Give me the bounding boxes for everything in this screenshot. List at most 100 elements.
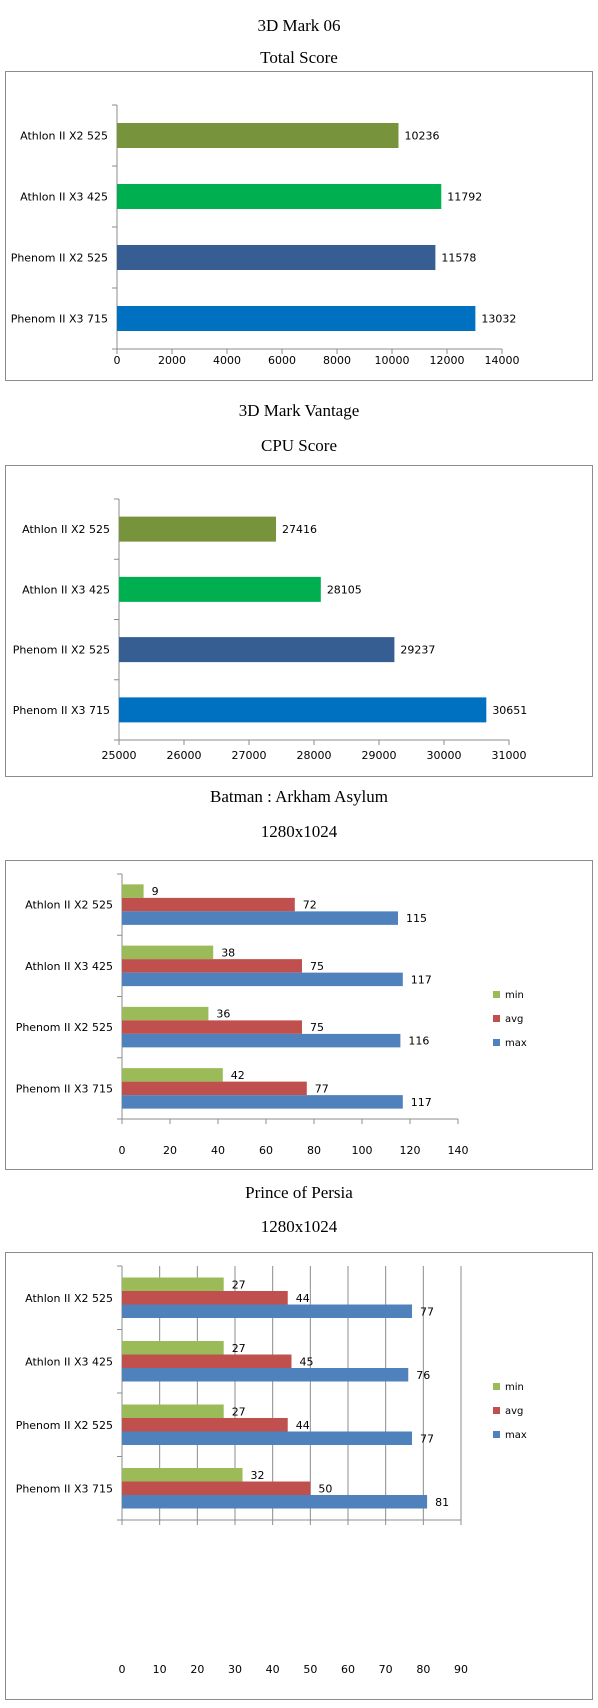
data-label: 117 <box>411 973 432 986</box>
data-label: 13032 <box>481 313 516 326</box>
data-label: 116 <box>408 1035 429 1048</box>
data-label: 11578 <box>441 252 476 265</box>
category-label: Phenom II X3 715 <box>13 704 110 717</box>
data-label: 38 <box>221 946 235 959</box>
category-label: Athlon II X3 425 <box>22 583 110 596</box>
chart-1-title: 3D Mark 06 <box>257 16 341 35</box>
data-label: 27 <box>232 1342 246 1355</box>
chart-3-frame: 0 20 40 60 80 100 120 140 Athlon II X2 525 Athlon… <box>5 860 593 1170</box>
data-label: 44 <box>296 1292 310 1305</box>
x-tick-label: 70 <box>379 1663 393 1676</box>
data-label: 29237 <box>400 644 435 657</box>
category-label: Athlon II X2 525 <box>22 523 110 536</box>
x-tick-label: 90 <box>454 1663 468 1676</box>
bar-min <box>122 1277 224 1291</box>
bar <box>119 697 487 723</box>
category-label: Athlon II X3 425 <box>25 960 113 973</box>
x-tick-label: 20 <box>190 1663 204 1676</box>
data-label: 50 <box>318 1482 332 1495</box>
data-label: 117 <box>411 1096 432 1109</box>
bar-min <box>122 1006 209 1021</box>
x-tick-label: 4000 <box>213 354 241 367</box>
data-label: 44 <box>296 1419 310 1432</box>
chart-4-frame: 0 10 20 30 40 50 60 70 80 90 Athlon II X2 525 Athlo… <box>5 1252 593 1700</box>
bar-max <box>122 1495 428 1509</box>
category-label: Phenom II X3 715 <box>11 313 108 326</box>
data-label: 11792 <box>447 191 482 204</box>
bar-min <box>122 884 144 898</box>
legend-swatch-max <box>493 1039 500 1046</box>
x-tick-label: 60 <box>341 1663 355 1676</box>
bar-min <box>122 1404 224 1418</box>
legend-label-max: max <box>505 1038 527 1049</box>
x-tick-label: 26000 <box>167 749 202 762</box>
bar <box>117 123 399 148</box>
x-tick-label: 80 <box>416 1663 430 1676</box>
chart-2-frame: 25000 26000 27000 28000 29000 30000 31000 Athlo… <box>5 465 593 777</box>
category-label: Phenom II X2 525 <box>13 644 110 657</box>
x-tick-label: 2000 <box>158 354 186 367</box>
bar-max <box>122 1304 413 1318</box>
data-label: 27416 <box>282 523 317 536</box>
legend-swatch-avg <box>493 1015 500 1022</box>
bar-avg <box>122 959 302 973</box>
legend-label-avg: avg <box>505 1406 523 1417</box>
data-label: 76 <box>416 1369 430 1382</box>
data-label: 10236 <box>404 130 439 143</box>
x-tick-label: 30000 <box>427 749 462 762</box>
bar-avg <box>122 1481 311 1495</box>
legend-label-min: min <box>505 990 524 1001</box>
data-label: 27 <box>232 1405 246 1418</box>
data-label: 36 <box>216 1008 230 1021</box>
data-label: 81 <box>435 1496 449 1509</box>
legend-label-min: min <box>505 1382 524 1393</box>
chart-1-frame: 0 2000 4000 6000 8000 10000 12000 14000 Athlon I… <box>5 71 593 381</box>
bar <box>119 576 321 602</box>
chart-2-title: 3D Mark Vantage <box>238 401 360 420</box>
category-label: Phenom II X3 715 <box>16 1082 113 1095</box>
x-tick-label: 120 <box>400 1144 421 1157</box>
x-tick-label: 10000 <box>375 354 410 367</box>
chart-4-plot: 0 10 20 30 40 50 60 70 80 90 Athlon II X2 525 Athlo… <box>16 1265 527 1676</box>
data-label: 30651 <box>492 704 527 717</box>
x-tick-label: 0 <box>119 1144 126 1157</box>
chart-3-title: Batman : Arkham Asylum <box>209 787 389 806</box>
data-label: 75 <box>310 960 324 973</box>
bar <box>117 306 476 331</box>
category-label: Athlon II X3 425 <box>20 191 108 204</box>
bar-min <box>122 945 214 960</box>
data-label: 27 <box>232 1278 246 1291</box>
bar-avg <box>122 1418 288 1432</box>
bar-max <box>122 911 398 925</box>
x-tick-label: 30 <box>228 1663 242 1676</box>
bar-max <box>122 1095 403 1109</box>
x-tick-label: 27000 <box>232 749 267 762</box>
category-label: Phenom II X2 525 <box>11 252 108 265</box>
bar <box>117 245 436 270</box>
chart-4-subtitle: 1280x1024 <box>260 1217 338 1236</box>
category-label: Athlon II X3 425 <box>25 1355 113 1368</box>
x-tick-label: 0 <box>119 1663 126 1676</box>
x-tick-label: 50 <box>303 1663 317 1676</box>
x-tick-label: 80 <box>307 1144 321 1157</box>
category-label: Athlon II X2 525 <box>25 1292 113 1305</box>
x-tick-label: 31000 <box>492 749 527 762</box>
bar-min <box>122 1341 224 1355</box>
bar <box>119 637 395 663</box>
chart-2-subtitle: CPU Score <box>260 436 338 455</box>
x-tick-label: 40 <box>266 1663 280 1676</box>
bar-max <box>122 1033 401 1048</box>
bar-max <box>122 1431 413 1445</box>
category-label: Athlon II X2 525 <box>20 130 108 143</box>
data-label: 28105 <box>327 583 362 596</box>
legend-label-max: max <box>505 1430 527 1441</box>
x-tick-label: 10 <box>153 1663 167 1676</box>
data-label: 77 <box>315 1082 329 1095</box>
bar-min <box>122 1468 243 1482</box>
data-label: 75 <box>310 1021 324 1034</box>
x-tick-label: 100 <box>352 1144 373 1157</box>
legend-swatch-max <box>493 1431 500 1438</box>
chart-1-plot: 0 2000 4000 6000 8000 10000 12000 14000 Athlon I… <box>11 104 520 367</box>
chart-2-plot: 25000 26000 27000 28000 29000 30000 31000 Athlo… <box>13 498 527 762</box>
x-tick-label: 25000 <box>102 749 137 762</box>
